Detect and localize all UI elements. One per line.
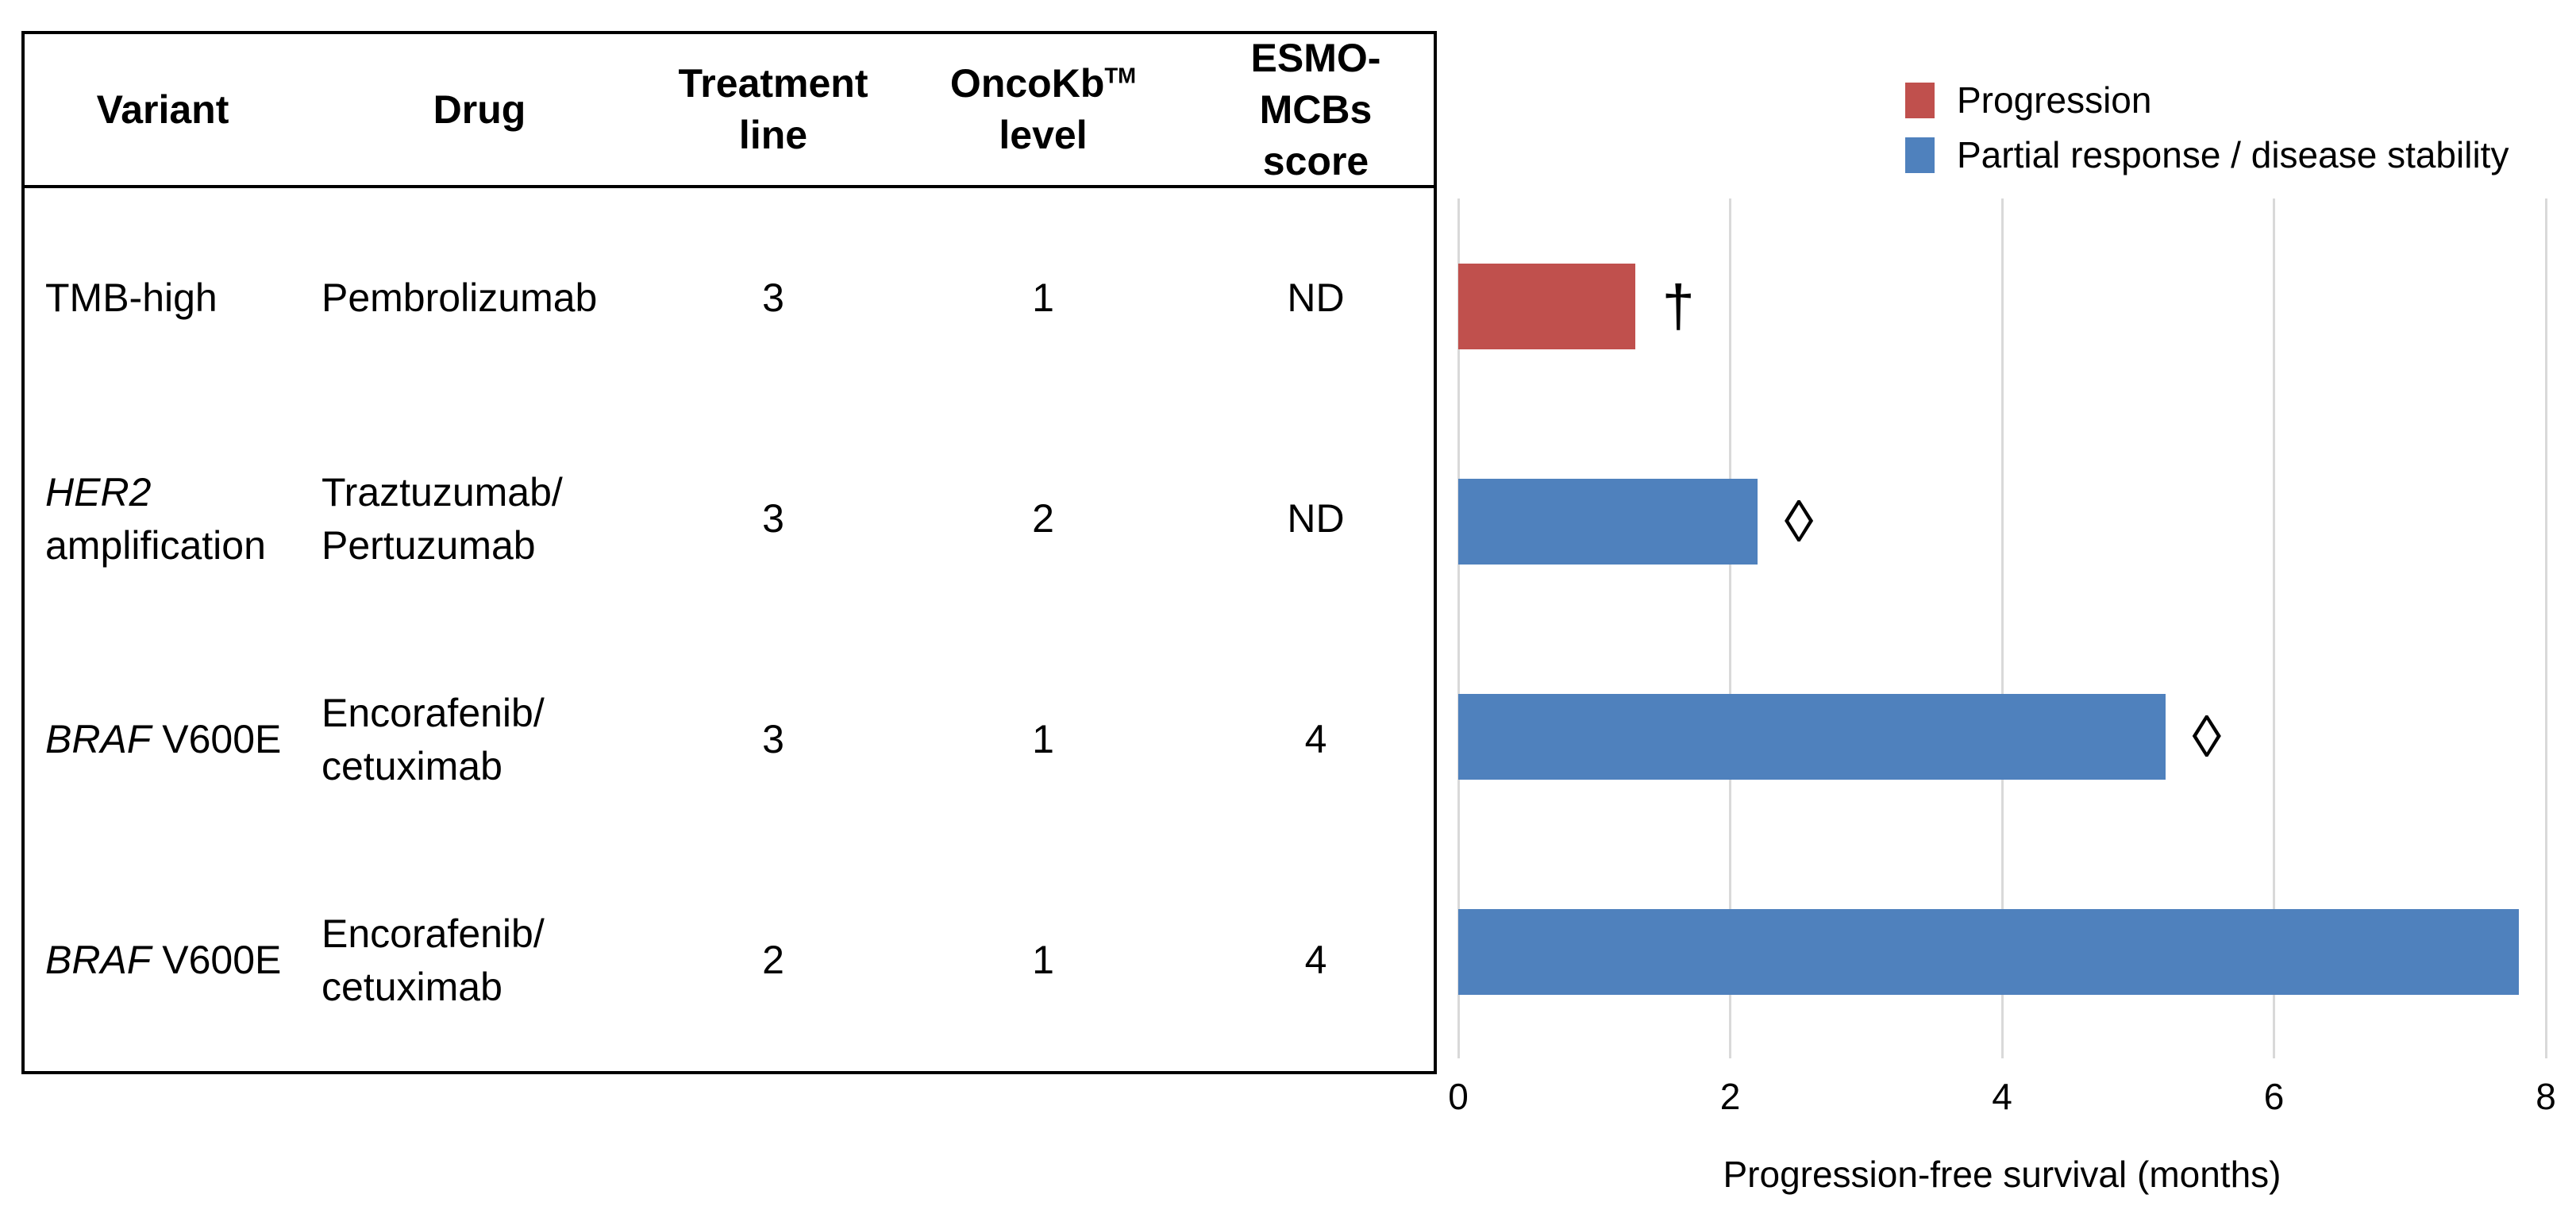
clinical-table: Variant Drug Treatment line OncoKbTM lev… [21,31,1437,1074]
x-tick-label: 2 [1719,1076,1741,1117]
x-tick-label: 8 [2536,1076,2556,1117]
col-header-esmo-score: ESMO-MCBs score [1198,34,1434,188]
cell-esmo-score: 4 [1304,938,1327,983]
cell-variant: BRAF V600E [25,850,301,1071]
cell-treatment-line: 3 [762,717,784,762]
col-header-variant: Variant [25,34,301,188]
cell-variant: BRAF V600E [25,630,301,850]
gridline [1457,198,1460,1058]
cell-oncokb-level: 1 [1032,938,1054,983]
col-header-treatment-line: Treatment line [658,34,888,188]
cell-oncokb-level: 1 [1032,717,1054,762]
cell-oncokb-level: 2 [1032,496,1054,541]
legend-swatch-progression [1905,82,1935,118]
dagger-marker: † [1662,273,1695,339]
gridline [1729,198,1731,1058]
lozenge-marker: ◊ [2192,703,2222,769]
gene-name-italic: HER2 [45,469,152,514]
cell-treatment-line: 2 [762,938,784,983]
legend-label: Progression [1957,79,2152,121]
cell-drug: Encorafenib/ cetuximab [301,630,658,850]
cell-treatment-line: 3 [762,496,784,541]
pfs-bar [1458,909,2519,995]
gridline [2000,198,2004,1058]
drug-text: Traztuzumab/ Pertuzumab [322,469,563,568]
x-tick-label: 0 [1448,1076,1469,1117]
pfs-bar [1458,479,1758,565]
cell-treatment-line: 3 [762,276,784,321]
pfs-bar [1458,264,1635,349]
x-axis-title: Progression-free survival (months) [1723,1154,2281,1195]
drug-text: Encorafenib/ cetuximab [322,911,545,1010]
cell-oncokb-level: 1 [1032,276,1054,321]
col-header-drug: Drug [301,34,658,188]
gridline [2544,198,2547,1058]
cell-esmo-score: ND [1287,276,1345,321]
trademark-superscript: TM [1104,63,1137,88]
cell-drug: Traztuzumab/ Pertuzumab [301,409,658,630]
cell-variant: HER2 amplification [25,409,301,630]
lozenge-marker: ◊ [1784,488,1814,554]
legend-item-progression: Progression [1905,79,2509,121]
cell-variant: TMB-high [25,188,301,409]
legend-label: Partial response / disease stability [1957,134,2509,175]
cell-drug: Encorafenib/ cetuximab [301,850,658,1071]
x-tick-label: 6 [2263,1076,2285,1117]
variant-text: TMB-high [45,276,218,321]
variant-text: BRAF V600E [45,717,282,762]
variant-text: HER2 amplification [45,469,266,568]
cell-esmo-score: 4 [1304,717,1327,762]
legend-swatch-partial-response [1905,137,1935,173]
drug-text: Encorafenib/ cetuximab [322,690,545,789]
pfs-bar [1458,694,2166,780]
cell-drug: Pembrolizumab [301,188,658,409]
variant-text: BRAF V600E [45,938,282,983]
x-tick-label: 4 [1992,1076,2012,1117]
chart-legend: Progression Partial response / disease s… [1905,79,2509,188]
cell-esmo-score: ND [1287,496,1345,541]
gene-name-italic: BRAF [45,938,152,983]
legend-item-partial-response: Partial response / disease stability [1905,133,2509,176]
gene-name-italic: BRAF [45,717,152,762]
gridline [2273,198,2275,1058]
col-header-oncokb-level: OncoKbTM level [888,34,1198,188]
drug-text: Pembrolizumab [322,276,598,321]
